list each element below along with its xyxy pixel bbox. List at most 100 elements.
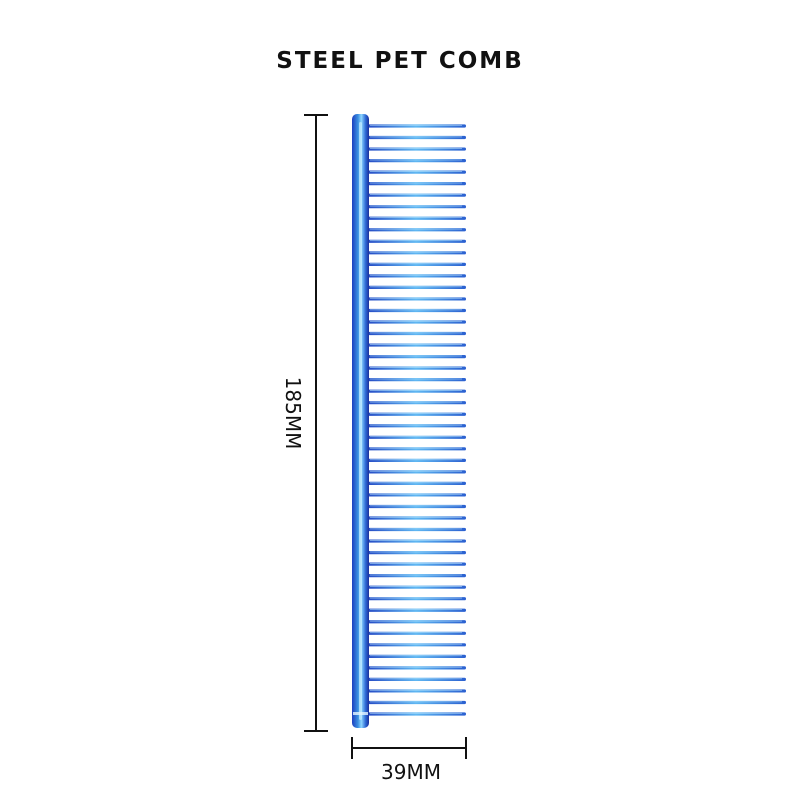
comb-tooth-highlight bbox=[370, 401, 462, 403]
comb-tooth-highlight bbox=[370, 378, 462, 380]
comb-tooth-highlight bbox=[370, 528, 462, 530]
height-dimension-line bbox=[304, 114, 328, 732]
width-dimension-line bbox=[351, 737, 467, 759]
comb-tooth-highlight bbox=[370, 655, 462, 657]
height-line bbox=[315, 114, 317, 732]
comb-tooth-highlight bbox=[370, 332, 462, 334]
comb-tooth-highlight bbox=[370, 159, 462, 161]
comb-tooth bbox=[366, 608, 466, 612]
comb-tooth-highlight bbox=[370, 390, 462, 391]
comb-tooth bbox=[366, 424, 466, 428]
comb-tooth bbox=[366, 135, 466, 140]
comb-tooth-highlight bbox=[370, 539, 462, 541]
comb-tooth-highlight bbox=[370, 251, 462, 253]
comb-tooth-highlight bbox=[370, 263, 462, 265]
comb-tooth bbox=[366, 228, 466, 232]
comb-tooth bbox=[366, 481, 466, 486]
comb-tooth bbox=[366, 666, 466, 670]
comb-tooth-highlight bbox=[370, 367, 462, 368]
comb-tooth-highlight bbox=[370, 643, 462, 645]
comb-tooth-highlight bbox=[370, 689, 462, 691]
comb-tooth bbox=[366, 712, 466, 716]
comb-tooth-highlight bbox=[370, 436, 462, 438]
comb-teeth bbox=[366, 124, 466, 716]
comb-tooth bbox=[366, 527, 466, 532]
comb-tooth-highlight bbox=[370, 551, 462, 553]
comb-tooth bbox=[366, 251, 466, 255]
comb-tooth-highlight bbox=[370, 632, 462, 634]
comb-tooth-highlight bbox=[370, 205, 462, 207]
comb-tooth bbox=[366, 147, 466, 151]
comb-tooth bbox=[366, 620, 466, 624]
comb-tooth-highlight bbox=[370, 701, 462, 703]
comb-tooth-highlight bbox=[370, 563, 462, 564]
comb-tooth-highlight bbox=[370, 505, 462, 507]
comb-tooth bbox=[366, 654, 466, 658]
height-label: 185MM bbox=[281, 376, 305, 450]
comb-tooth bbox=[366, 458, 466, 462]
width-line bbox=[351, 747, 467, 749]
comb-tooth bbox=[366, 493, 466, 497]
comb-tooth-highlight bbox=[370, 124, 462, 126]
comb-spine-highlight bbox=[359, 122, 362, 720]
comb-tooth bbox=[366, 631, 466, 635]
comb-tooth-highlight bbox=[370, 171, 462, 172]
comb-tooth bbox=[366, 216, 466, 220]
comb-tooth-highlight bbox=[370, 194, 462, 195]
comb-tooth-highlight bbox=[370, 136, 462, 138]
comb-tooth-highlight bbox=[370, 228, 462, 230]
comb-tooth bbox=[366, 597, 466, 601]
comb-tooth-highlight bbox=[370, 493, 462, 495]
comb-tooth bbox=[366, 689, 466, 693]
comb-image bbox=[352, 114, 466, 728]
comb-tooth-highlight bbox=[370, 712, 462, 714]
width-cap-right bbox=[465, 737, 467, 759]
comb-tooth-highlight bbox=[370, 586, 462, 587]
comb-tooth bbox=[366, 205, 466, 209]
comb-tooth-highlight bbox=[370, 413, 462, 415]
comb-tooth bbox=[366, 643, 466, 647]
comb-tooth bbox=[366, 331, 466, 336]
comb-tooth bbox=[366, 585, 466, 589]
comb-tooth bbox=[366, 308, 466, 313]
comb-tooth-highlight bbox=[370, 182, 462, 184]
comb-tooth-highlight bbox=[370, 470, 462, 472]
comb-tooth-highlight bbox=[370, 620, 462, 622]
comb-tooth-highlight bbox=[370, 516, 462, 518]
height-cap-top bbox=[304, 114, 328, 116]
comb-tooth-highlight bbox=[370, 343, 462, 345]
comb-tooth bbox=[366, 124, 466, 128]
comb-tooth bbox=[366, 389, 466, 393]
comb-tooth bbox=[366, 297, 466, 301]
comb-tooth bbox=[366, 516, 466, 520]
comb-tooth bbox=[366, 170, 466, 174]
comb-tooth bbox=[366, 378, 466, 382]
comb-tooth bbox=[366, 158, 466, 163]
comb-tooth bbox=[366, 447, 466, 451]
comb-tooth bbox=[366, 182, 466, 186]
comb-tooth bbox=[366, 677, 466, 682]
comb-tooth-highlight bbox=[370, 447, 462, 449]
comb-tooth bbox=[366, 504, 466, 509]
comb-tooth-highlight bbox=[370, 286, 462, 288]
comb-tooth-highlight bbox=[370, 297, 462, 299]
comb-tooth bbox=[366, 274, 466, 278]
comb-tooth-highlight bbox=[370, 274, 462, 276]
comb-end-cap bbox=[353, 712, 368, 715]
comb-tooth bbox=[366, 435, 466, 439]
comb-tooth-highlight bbox=[370, 609, 462, 611]
page-title: STEEL PET COMB bbox=[276, 48, 524, 74]
comb-tooth bbox=[366, 285, 466, 290]
comb-tooth-highlight bbox=[370, 666, 462, 668]
width-cap-left bbox=[351, 737, 353, 759]
comb-tooth-highlight bbox=[370, 678, 462, 680]
comb-tooth-highlight bbox=[370, 482, 462, 484]
comb-tooth bbox=[366, 320, 466, 324]
comb-tooth bbox=[366, 550, 466, 555]
comb-tooth-highlight bbox=[370, 309, 462, 311]
comb-tooth bbox=[366, 239, 466, 243]
comb-tooth bbox=[366, 562, 466, 566]
comb-tooth bbox=[366, 470, 466, 474]
comb-tooth bbox=[366, 412, 466, 416]
comb-tooth bbox=[366, 262, 466, 266]
